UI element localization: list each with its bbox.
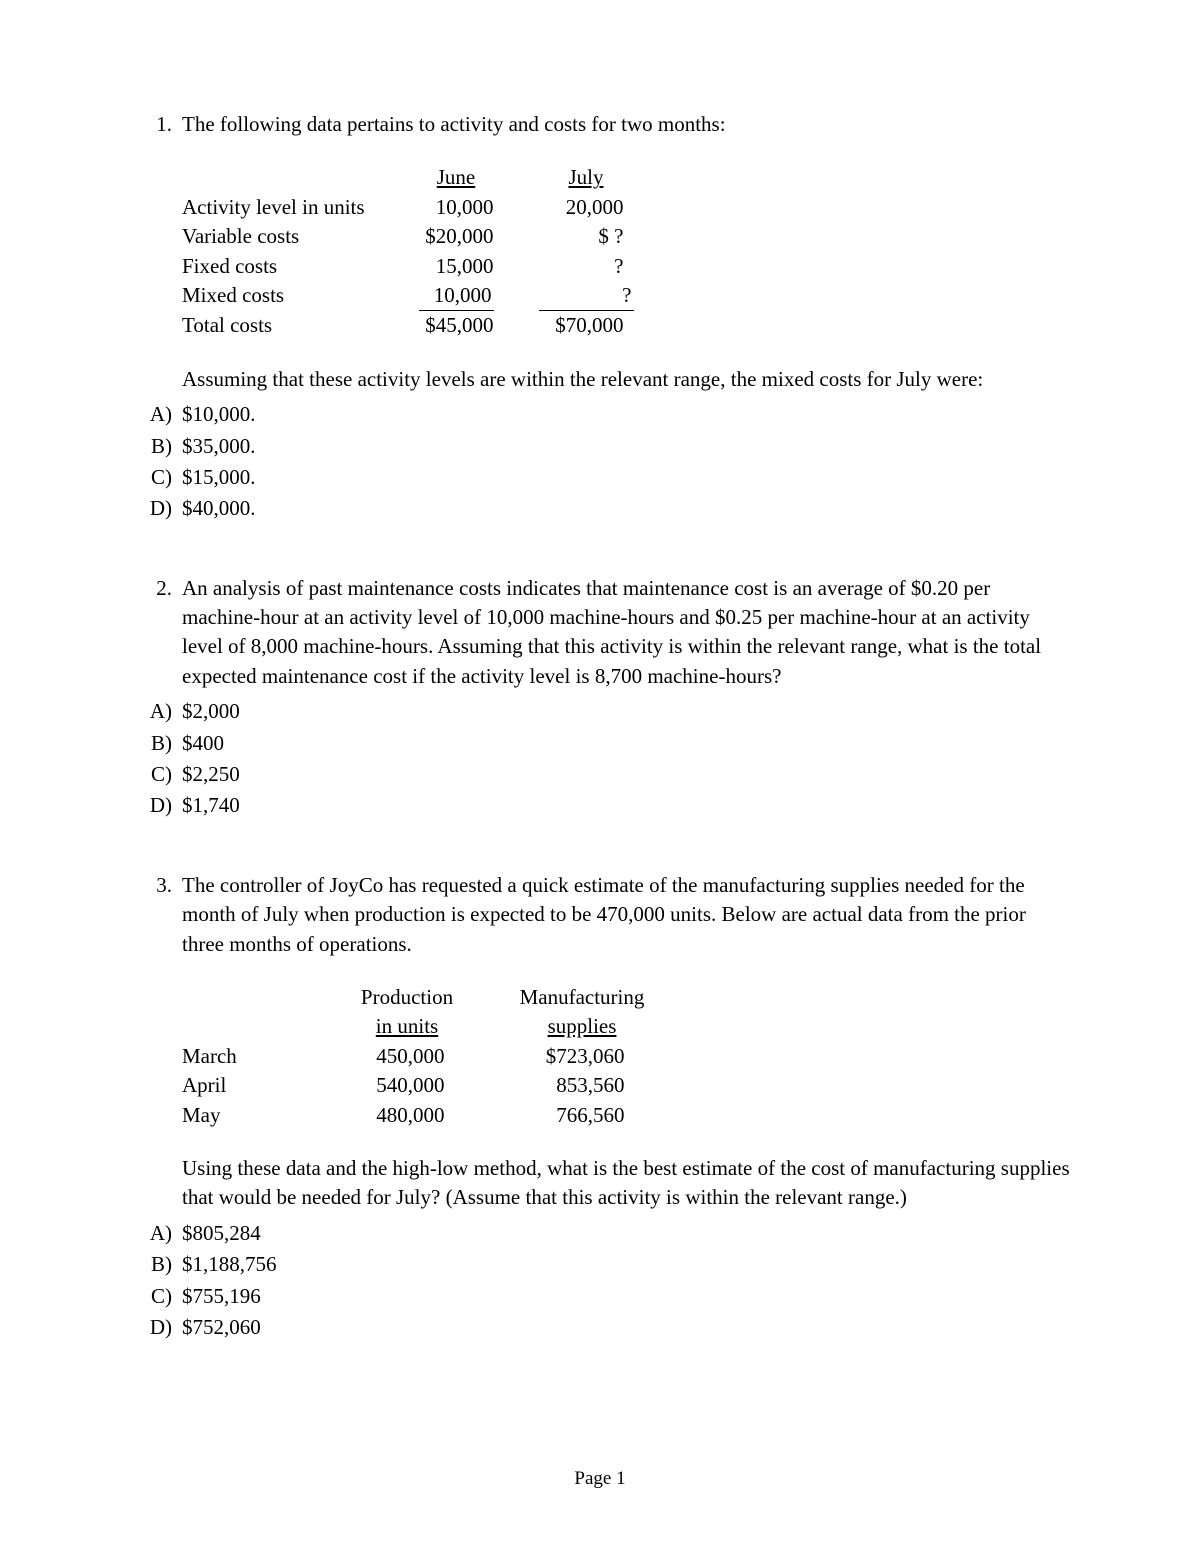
q3-table: Production Manufacturing in units suppli… — [182, 983, 672, 1130]
q3-opt-a-letter: A) — [140, 1219, 182, 1248]
q2-opt-b-letter: B) — [140, 729, 182, 758]
q1-opt-c-text: $15,000. — [182, 463, 1070, 492]
q1-row3-label: Mixed costs — [182, 281, 402, 311]
q1-row2-july: ? — [549, 252, 624, 281]
q1-row0-june: 10,000 — [419, 193, 494, 222]
q3-header2-line2: supplies — [548, 1014, 617, 1038]
q1-row0-label: Activity level in units — [182, 193, 402, 222]
q1-header-july: July — [568, 165, 603, 189]
q3-options: A)$805,284 B)$1,188,756 C)$755,196 D)$75… — [140, 1219, 1070, 1343]
q3-row1-label: April — [182, 1071, 322, 1100]
q1-prompt: The following data pertains to activity … — [182, 110, 1070, 139]
q1-row4-june: $45,000 — [419, 311, 494, 340]
q3-header1-line1: Production — [322, 983, 492, 1012]
q1-row3-june: 10,000 — [419, 281, 494, 311]
q3-header1-line2: in units — [376, 1014, 438, 1038]
q2-opt-b-text: $400 — [182, 729, 1070, 758]
q1-table: June July Activity level in units 10,000… — [182, 163, 662, 340]
q3-row1-c2: 853,560 — [540, 1071, 625, 1100]
q1-number: 1. — [140, 110, 182, 139]
question-1: 1. The following data pertains to activi… — [140, 110, 1070, 524]
q1-opt-d-letter: D) — [140, 494, 182, 523]
q1-row2-june: 15,000 — [419, 252, 494, 281]
q1-row4-july: $70,000 — [549, 311, 624, 340]
q2-opt-d-letter: D) — [140, 791, 182, 820]
q1-opt-c-letter: C) — [140, 463, 182, 492]
page-number: Page 1 — [0, 1466, 1200, 1493]
q2-opt-c-text: $2,250 — [182, 760, 1070, 789]
q3-opt-b-text: $1,188,756 — [182, 1250, 1070, 1279]
q3-opt-c-letter: C) — [140, 1282, 182, 1311]
question-2: 2. An analysis of past maintenance costs… — [140, 574, 1070, 821]
q3-row0-label: March — [182, 1042, 322, 1071]
q1-row1-july: $ ? — [549, 222, 624, 251]
q2-opt-c-letter: C) — [140, 760, 182, 789]
q3-opt-c-text: $755,196 — [182, 1282, 1070, 1311]
q1-opt-a-text: $10,000. — [182, 400, 1070, 429]
q1-opt-d-text: $40,000. — [182, 494, 1070, 523]
q3-row0-c2: $723,060 — [540, 1042, 625, 1071]
q1-row1-label: Variable costs — [182, 222, 402, 251]
q3-subtext: Using these data and the high-low method… — [182, 1154, 1070, 1213]
q3-prompt: The controller of JoyCo has requested a … — [182, 871, 1070, 959]
q1-header-june: June — [437, 165, 476, 189]
q3-opt-b-letter: B) — [140, 1250, 182, 1279]
q3-opt-d-letter: D) — [140, 1313, 182, 1342]
q1-row0-july: 20,000 — [549, 193, 624, 222]
q2-opt-d-text: $1,740 — [182, 791, 1070, 820]
q2-prompt: An analysis of past maintenance costs in… — [182, 574, 1070, 692]
question-3: 3. The controller of JoyCo has requested… — [140, 871, 1070, 1342]
q3-opt-a-text: $805,284 — [182, 1219, 1070, 1248]
q3-row0-c1: 450,000 — [370, 1042, 445, 1071]
q3-opt-d-text: $752,060 — [182, 1313, 1070, 1342]
q2-options: A)$2,000 B)$400 C)$2,250 D)$1,740 — [140, 697, 1070, 821]
q3-number: 3. — [140, 871, 182, 959]
q3-row2-c2: 766,560 — [540, 1101, 625, 1130]
q3-row2-label: May — [182, 1101, 322, 1130]
q2-number: 2. — [140, 574, 182, 692]
q1-opt-b-text: $35,000. — [182, 432, 1070, 461]
q3-row2-c1: 480,000 — [370, 1101, 445, 1130]
q1-row2-label: Fixed costs — [182, 252, 402, 281]
q1-opt-a-letter: A) — [140, 400, 182, 429]
q1-row1-june: $20,000 — [419, 222, 494, 251]
q1-row4-label: Total costs — [182, 311, 402, 340]
q2-opt-a-letter: A) — [140, 697, 182, 726]
q1-options: A)$10,000. B)$35,000. C)$15,000. D)$40,0… — [140, 400, 1070, 524]
q1-subtext: Assuming that these activity levels are … — [182, 365, 1070, 394]
q3-header2-line1: Manufacturing — [492, 983, 672, 1012]
q1-opt-b-letter: B) — [140, 432, 182, 461]
q3-row1-c1: 540,000 — [370, 1071, 445, 1100]
q2-opt-a-text: $2,000 — [182, 697, 1070, 726]
q1-row3-july: ? — [539, 281, 634, 311]
